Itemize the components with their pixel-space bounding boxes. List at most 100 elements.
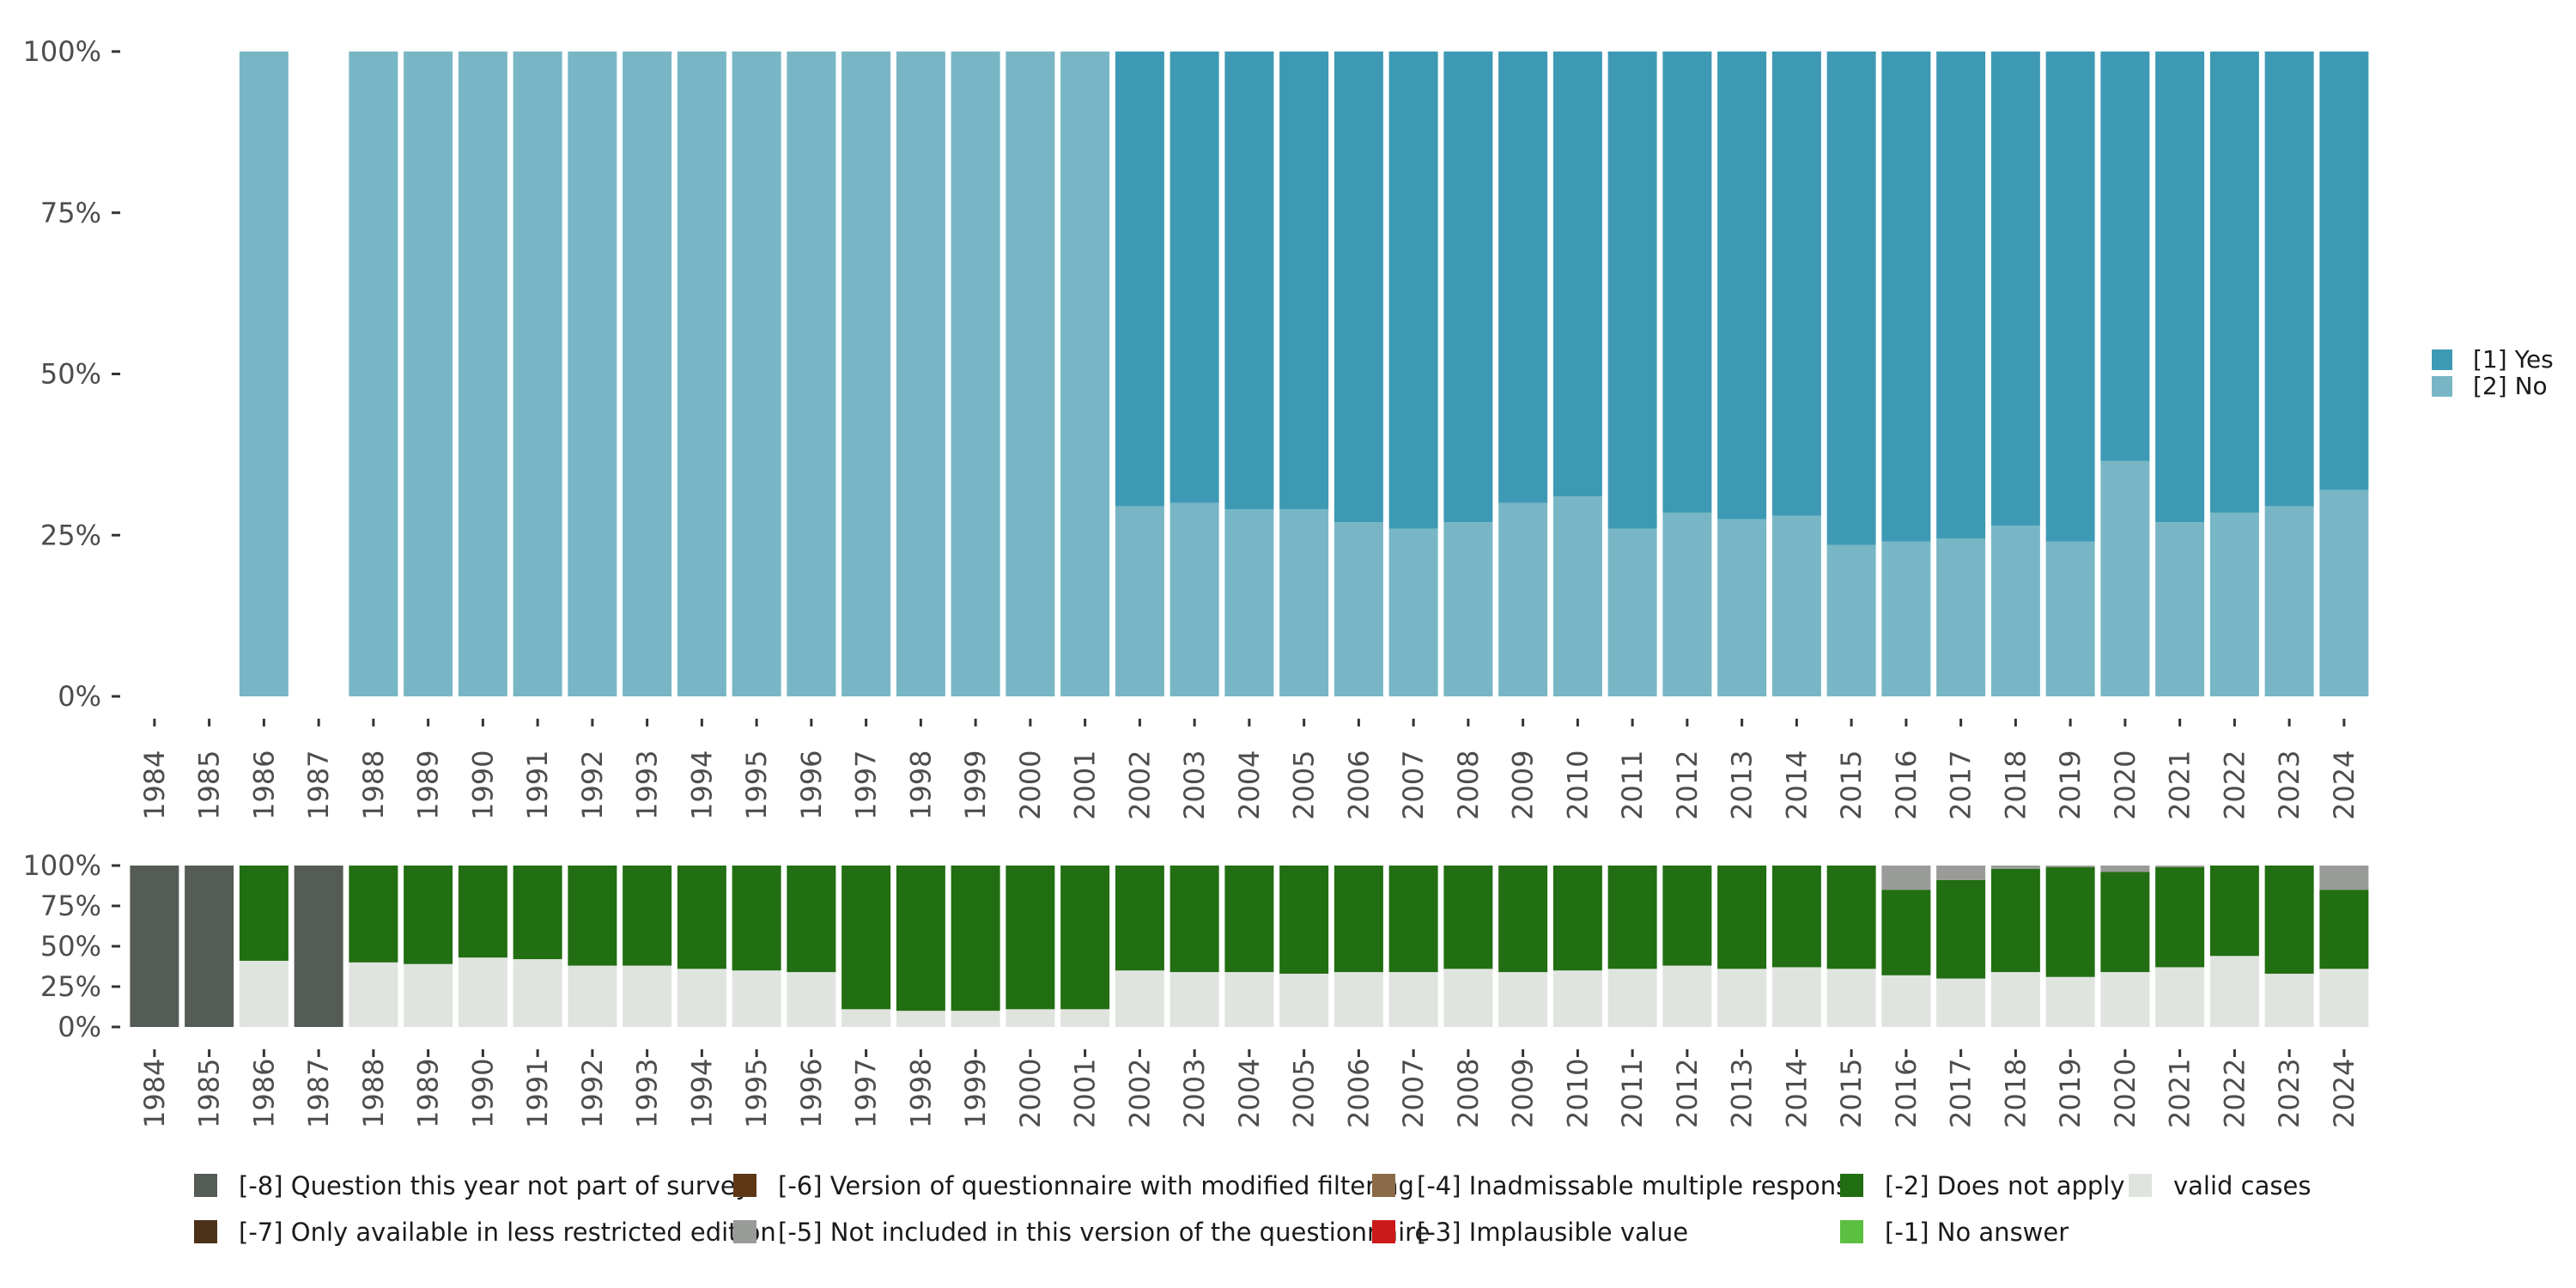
bar-bottom-1996-2-does-not-apply bbox=[787, 866, 836, 973]
legend-swatch-1-yes bbox=[2432, 349, 2452, 370]
legend-label-1-no-answer: [-1] No answer bbox=[1885, 1218, 2069, 1247]
legend-label-1-yes: [1] Yes bbox=[2473, 345, 2554, 374]
x-tick-label-bottom-2010: 2010 bbox=[1561, 1059, 1594, 1128]
bar-bottom-2009-2-does-not-apply bbox=[1498, 866, 1548, 973]
x-tick-label-bottom-2002: 2002 bbox=[1123, 1059, 1156, 1128]
bar-bottom-1988-valid-cases bbox=[349, 962, 398, 1027]
bar-top-2008-2-no bbox=[1443, 522, 1493, 696]
bar-bottom-2004-2-does-not-apply bbox=[1224, 866, 1274, 973]
y-tick-label-top-2: 50% bbox=[40, 358, 101, 391]
x-tick-label-bottom-2016: 2016 bbox=[1890, 1059, 1923, 1128]
bar-bottom-2019-2-does-not-apply bbox=[2045, 866, 2095, 977]
bar-bottom-2017-valid-cases bbox=[1936, 978, 1986, 1027]
bar-top-2013-2-no bbox=[1717, 519, 1767, 696]
bar-top-2004-2-no bbox=[1224, 509, 1274, 696]
bar-bottom-2013-2-does-not-apply bbox=[1717, 866, 1767, 969]
x-tick-label-top-2015: 2015 bbox=[1835, 750, 1868, 820]
x-tick-label-bottom-1987: 1987 bbox=[302, 1059, 335, 1128]
x-tick-label-top-1987: 1987 bbox=[302, 750, 335, 820]
bar-top-2024-1-yes bbox=[2319, 52, 2369, 490]
x-tick-label-top-1998: 1998 bbox=[904, 750, 937, 820]
bar-bottom-2014-valid-cases bbox=[1771, 967, 1821, 1027]
bar-bottom-1991-2-does-not-apply bbox=[513, 866, 562, 960]
bar-top-2009-1-yes bbox=[1498, 52, 1548, 503]
bar-top-2017-1-yes bbox=[1936, 52, 1986, 539]
bar-bottom-2013-valid-cases bbox=[1717, 969, 1767, 1027]
bar-bottom-2017-5-not-included-in-this-version-of-the-questionnaire bbox=[1936, 866, 1986, 880]
x-tick-label-bottom-2022: 2022 bbox=[2218, 1059, 2251, 1128]
bar-bottom-2015-2-does-not-apply bbox=[1826, 866, 1876, 969]
x-tick-label-bottom-2005: 2005 bbox=[1288, 1059, 1321, 1128]
bar-bottom-1995-valid-cases bbox=[732, 970, 781, 1027]
y-tick-label-top-4: 100% bbox=[23, 35, 101, 68]
x-tick-label-top-1993: 1993 bbox=[631, 750, 664, 820]
x-tick-label-top-2002: 2002 bbox=[1123, 750, 1156, 820]
x-tick-label-bottom-1992: 1992 bbox=[576, 1059, 609, 1128]
x-tick-label-top-2021: 2021 bbox=[2164, 750, 2196, 820]
y-tick-label-top-0: 0% bbox=[58, 680, 101, 713]
x-tick-label-top-2011: 2011 bbox=[1616, 750, 1649, 820]
bar-bottom-2001-2-does-not-apply bbox=[1060, 866, 1110, 1010]
x-tick-label-bottom-2021: 2021 bbox=[2164, 1059, 2196, 1128]
x-tick-label-bottom-1997: 1997 bbox=[850, 1059, 883, 1128]
legend-swatch-7-only-available-in-less-restricted-edition bbox=[194, 1220, 217, 1243]
bar-top-2019-1-yes bbox=[2045, 52, 2095, 542]
bar-top-2020-2-no bbox=[2100, 460, 2150, 696]
bar-top-1994-2-no bbox=[677, 52, 726, 696]
bar-top-2016-1-yes bbox=[1881, 52, 1931, 542]
bar-bottom-2022-valid-cases bbox=[2209, 956, 2259, 1027]
x-tick-label-top-2009: 2009 bbox=[1507, 750, 1540, 820]
x-tick-label-top-2005: 2005 bbox=[1288, 750, 1321, 820]
x-tick-label-top-2014: 2014 bbox=[1780, 750, 1813, 820]
bar-bottom-2002-valid-cases bbox=[1115, 970, 1164, 1027]
bar-top-2014-1-yes bbox=[1771, 52, 1821, 516]
y-tick-label-top-3: 75% bbox=[40, 197, 101, 229]
bar-bottom-2010-valid-cases bbox=[1552, 970, 1602, 1027]
x-tick-label-bottom-1995: 1995 bbox=[740, 1059, 773, 1128]
x-tick-label-bottom-2024: 2024 bbox=[2328, 1059, 2360, 1128]
legend-swatch-5-not-included-in-this-version-of-the-questionnaire bbox=[733, 1220, 756, 1243]
x-tick-label-bottom-2017: 2017 bbox=[1945, 1059, 1978, 1128]
x-tick-label-top-2006: 2006 bbox=[1342, 750, 1375, 820]
bar-bottom-2011-valid-cases bbox=[1607, 969, 1657, 1027]
x-tick-label-top-1990: 1990 bbox=[466, 750, 499, 820]
y-tick-label-bottom-0: 0% bbox=[58, 1011, 101, 1043]
x-tick-label-bottom-1984: 1984 bbox=[138, 1059, 171, 1128]
bar-top-2005-1-yes bbox=[1279, 52, 1329, 510]
x-tick-label-bottom-2007: 2007 bbox=[1397, 1059, 1430, 1128]
x-tick-label-bottom-1993: 1993 bbox=[631, 1059, 664, 1128]
x-tick-label-bottom-1996: 1996 bbox=[795, 1059, 828, 1128]
legend-swatch-2-does-not-apply bbox=[1840, 1174, 1863, 1197]
legend-label-8-question-this-year-not-part-of-survey: [-8] Question this year not part of surv… bbox=[239, 1171, 750, 1200]
bar-bottom-1986-2-does-not-apply bbox=[239, 866, 289, 961]
bar-top-2012-1-yes bbox=[1662, 52, 1712, 513]
bar-bottom-2007-valid-cases bbox=[1388, 972, 1438, 1027]
legend-swatch-4-inadmissable-multiple-response bbox=[1372, 1174, 1395, 1197]
bar-bottom-2016-5-not-included-in-this-version-of-the-questionnaire bbox=[1881, 866, 1931, 890]
legend-swatch-1-no-answer bbox=[1840, 1220, 1863, 1243]
x-tick-label-bottom-2018: 2018 bbox=[1999, 1059, 2032, 1128]
bar-bottom-1992-valid-cases bbox=[568, 965, 617, 1027]
bar-bottom-1986-valid-cases bbox=[239, 960, 289, 1027]
x-tick-label-bottom-2001: 2001 bbox=[1069, 1059, 1102, 1128]
bottom-legend: [-8] Question this year not part of surv… bbox=[194, 1171, 2311, 1247]
bar-bottom-2005-2-does-not-apply bbox=[1279, 866, 1329, 974]
bar-bottom-1997-2-does-not-apply bbox=[841, 866, 891, 1010]
bar-bottom-1984-8-question-this-year-not-part-of-survey bbox=[130, 866, 179, 1027]
x-tick-label-bottom-2023: 2023 bbox=[2273, 1059, 2306, 1128]
bar-top-2010-2-no bbox=[1552, 496, 1602, 696]
x-tick-label-bottom-2015: 2015 bbox=[1835, 1059, 1868, 1128]
bar-top-2021-1-yes bbox=[2155, 52, 2205, 523]
legend-label-6-version-of-questionnaire-with-modified-filtering: [-6] Version of questionnaire with modif… bbox=[778, 1171, 1414, 1200]
x-tick-label-bottom-2000: 2000 bbox=[1014, 1059, 1047, 1128]
bar-bottom-2012-valid-cases bbox=[1662, 965, 1712, 1027]
bar-bottom-1989-2-does-not-apply bbox=[404, 866, 453, 964]
bar-bottom-2010-2-does-not-apply bbox=[1552, 866, 1602, 971]
bar-bottom-2005-valid-cases bbox=[1279, 973, 1329, 1027]
x-tick-label-bottom-2019: 2019 bbox=[2054, 1059, 2087, 1128]
x-tick-label-top-2023: 2023 bbox=[2273, 750, 2306, 820]
bar-bottom-1999-valid-cases bbox=[951, 1011, 1000, 1027]
bar-top-2012-2-no bbox=[1662, 512, 1712, 696]
y-tick-label-top-1: 25% bbox=[40, 519, 101, 551]
